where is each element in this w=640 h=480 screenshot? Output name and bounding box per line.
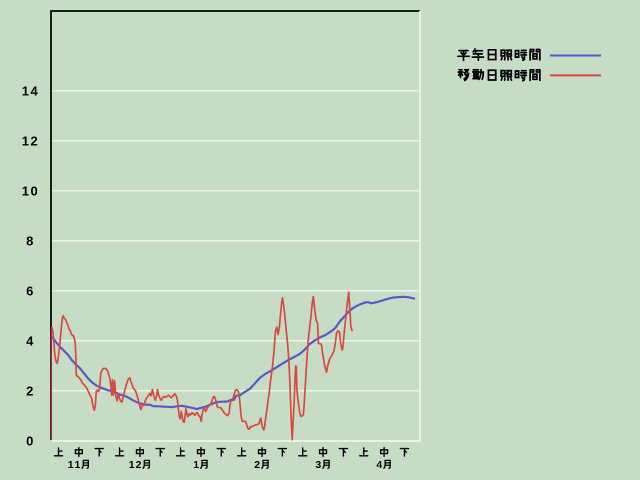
svg-text:10: 10 bbox=[22, 184, 39, 199]
svg-text:3: 3 bbox=[315, 459, 321, 471]
svg-text:4: 4 bbox=[376, 459, 382, 471]
svg-text:1: 1 bbox=[193, 459, 199, 471]
svg-text:8: 8 bbox=[26, 234, 35, 249]
svg-text:1: 1 bbox=[129, 459, 135, 471]
svg-text:1: 1 bbox=[75, 459, 81, 471]
svg-text:0: 0 bbox=[26, 434, 35, 449]
svg-text:2: 2 bbox=[26, 384, 35, 399]
svg-text:14: 14 bbox=[22, 84, 39, 99]
svg-text:2: 2 bbox=[136, 459, 142, 471]
svg-text:12: 12 bbox=[22, 134, 39, 149]
svg-text:4: 4 bbox=[26, 334, 35, 349]
svg-text:6: 6 bbox=[26, 284, 35, 299]
svg-text:1: 1 bbox=[68, 459, 74, 471]
svg-text:2: 2 bbox=[254, 459, 260, 471]
